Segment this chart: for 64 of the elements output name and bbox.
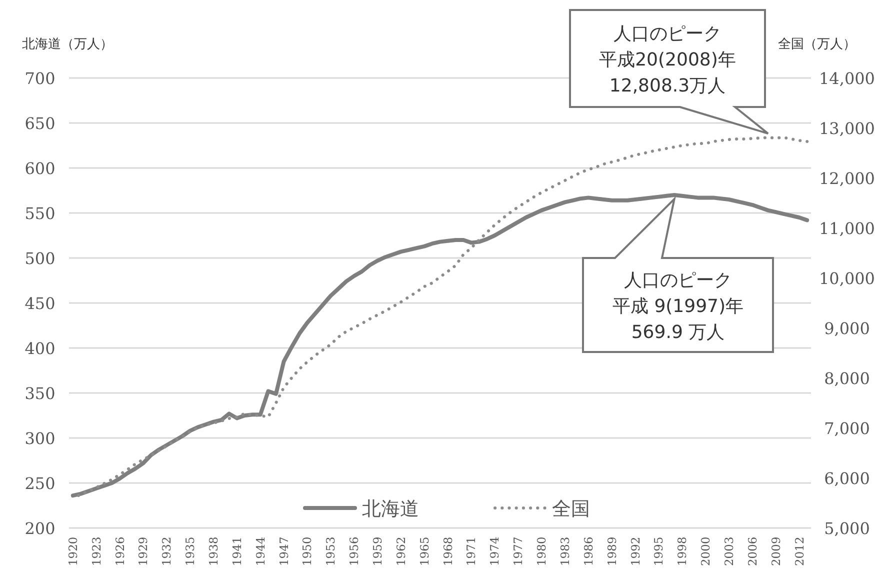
x-tick-label: 1953 <box>324 536 338 566</box>
y-tick-label: 400 <box>24 339 56 358</box>
x-tick-label: 1932 <box>160 536 174 566</box>
y2-tick-label: 13,000 <box>819 119 875 138</box>
x-tick-label: 1959 <box>370 536 385 566</box>
y2-tick-label: 11,000 <box>819 219 875 238</box>
y-tick-label: 200 <box>24 519 56 538</box>
y-tick-label: 600 <box>24 159 56 178</box>
x-tick-label: 1992 <box>628 536 642 566</box>
text: 平成20(2008)年 <box>599 50 736 70</box>
y-tick-label: 550 <box>24 204 56 223</box>
annotation: 569.9 万人 <box>631 322 725 343</box>
x-tick-label: 1971 <box>464 536 478 566</box>
x-tick-label: 1974 <box>488 536 502 566</box>
y2-tick-label: 6,000 <box>824 469 870 488</box>
x-tick-label: 1941 <box>230 536 244 566</box>
x-tick-label: 1983 <box>558 536 572 566</box>
y2-tick-label: 12,000 <box>819 169 875 188</box>
y-tick-label: 300 <box>24 429 56 448</box>
x-tick-label: 1986 <box>581 536 596 566</box>
y-tick-label: 450 <box>24 294 56 313</box>
x-tick-label: 1962 <box>394 536 408 566</box>
y2-tick-label: 10,000 <box>819 269 875 288</box>
legend-label: 全国 <box>552 498 590 520</box>
x-tick-label: 1938 <box>206 536 220 566</box>
x-tick-label: 1977 <box>511 536 526 566</box>
x-tick-label: 1998 <box>675 536 690 566</box>
x-tick-label: 1965 <box>417 536 432 566</box>
y-tick-label: 250 <box>24 474 56 493</box>
x-tick-label: 1989 <box>604 536 619 566</box>
x-tick-label: 1944 <box>253 536 268 566</box>
y-axis-title: 北海道（万人） <box>22 37 113 52</box>
annotation: 12,808.3万人 <box>609 76 726 96</box>
y-tick-label: 500 <box>24 249 56 268</box>
y-tick-label: 700 <box>24 69 56 88</box>
x-tick-label: 2003 <box>722 536 736 566</box>
y2-tick-label: 5,000 <box>824 519 870 538</box>
x-tick-label: 2009 <box>768 536 783 566</box>
x-tick-label: 1929 <box>136 536 150 566</box>
y2-tick-label: 7,000 <box>824 419 870 438</box>
x-tick-label: 1968 <box>440 536 455 566</box>
x-tick-label: 1950 <box>300 536 314 566</box>
x-tick-label: 1980 <box>534 536 549 566</box>
text: 人口のピーク <box>614 24 722 44</box>
x-tick-label: 1956 <box>347 536 362 566</box>
x-tick-label: 2000 <box>698 536 713 566</box>
y-tick-label: 350 <box>24 384 56 403</box>
y2-tick-label: 14,000 <box>819 69 875 88</box>
x-tick-label: 1926 <box>112 536 127 566</box>
y2-tick-label: 9,000 <box>824 319 870 338</box>
annotation: 平成 9(1997)年 <box>612 296 744 317</box>
x-tick-label: 1923 <box>89 536 104 566</box>
x-tick-label: 2006 <box>745 536 760 566</box>
annotation: 人口のピーク <box>624 270 732 291</box>
y2-tick-label: 8,000 <box>824 369 870 388</box>
x-tick-label: 1947 <box>276 536 291 566</box>
x-tick-label: 2012 <box>792 536 806 566</box>
y2-axis-title: 全国（万人） <box>778 37 856 52</box>
x-tick-label: 1995 <box>652 536 666 566</box>
x-tick-label: 1935 <box>183 536 198 566</box>
legend-label: 北海道 <box>362 498 419 520</box>
line-series <box>70 193 810 498</box>
x-tick-label: 1920 <box>66 536 80 566</box>
y-tick-label: 650 <box>24 114 56 133</box>
